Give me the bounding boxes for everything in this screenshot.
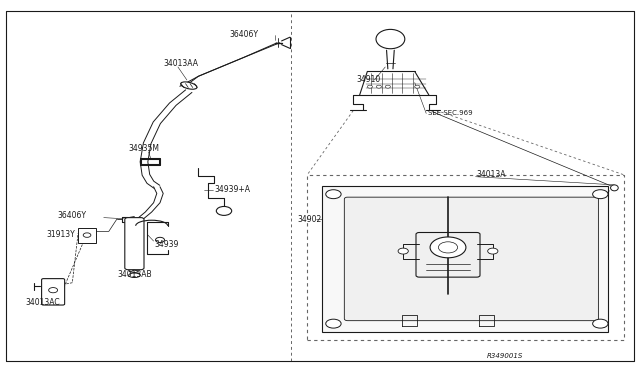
Circle shape bbox=[438, 242, 458, 253]
Circle shape bbox=[83, 233, 91, 237]
Circle shape bbox=[415, 85, 420, 88]
Circle shape bbox=[430, 237, 466, 258]
FancyBboxPatch shape bbox=[78, 228, 96, 243]
Circle shape bbox=[326, 190, 341, 199]
Text: 34939+A: 34939+A bbox=[214, 185, 250, 194]
FancyBboxPatch shape bbox=[125, 218, 144, 270]
Text: SEE SEC.969: SEE SEC.969 bbox=[428, 110, 472, 116]
Circle shape bbox=[398, 248, 408, 254]
FancyBboxPatch shape bbox=[322, 186, 608, 332]
Circle shape bbox=[376, 85, 381, 88]
Circle shape bbox=[367, 85, 372, 88]
Circle shape bbox=[593, 190, 608, 199]
Text: R349001S: R349001S bbox=[486, 353, 523, 359]
Text: 34935M: 34935M bbox=[128, 144, 159, 153]
Text: 34013AA: 34013AA bbox=[163, 59, 198, 68]
Text: 34902: 34902 bbox=[298, 215, 322, 224]
Text: 34939: 34939 bbox=[155, 240, 179, 249]
FancyBboxPatch shape bbox=[344, 197, 598, 321]
Ellipse shape bbox=[611, 185, 618, 191]
Circle shape bbox=[593, 319, 608, 328]
Circle shape bbox=[49, 288, 58, 293]
Circle shape bbox=[326, 319, 341, 328]
Text: 34013AB: 34013AB bbox=[117, 270, 152, 279]
Ellipse shape bbox=[180, 82, 197, 89]
Text: 36406Y: 36406Y bbox=[58, 211, 86, 220]
Text: 31913Y: 31913Y bbox=[46, 230, 75, 239]
Text: 34910: 34910 bbox=[356, 76, 381, 84]
Circle shape bbox=[216, 206, 232, 215]
Text: 34013A: 34013A bbox=[477, 170, 506, 179]
Text: 36406Y: 36406Y bbox=[229, 30, 258, 39]
Circle shape bbox=[385, 85, 390, 88]
Ellipse shape bbox=[376, 29, 404, 49]
Text: 34013AC: 34013AC bbox=[26, 298, 60, 307]
FancyBboxPatch shape bbox=[42, 279, 65, 305]
Circle shape bbox=[488, 248, 498, 254]
Ellipse shape bbox=[129, 273, 140, 278]
Circle shape bbox=[156, 237, 164, 243]
FancyBboxPatch shape bbox=[416, 232, 480, 277]
